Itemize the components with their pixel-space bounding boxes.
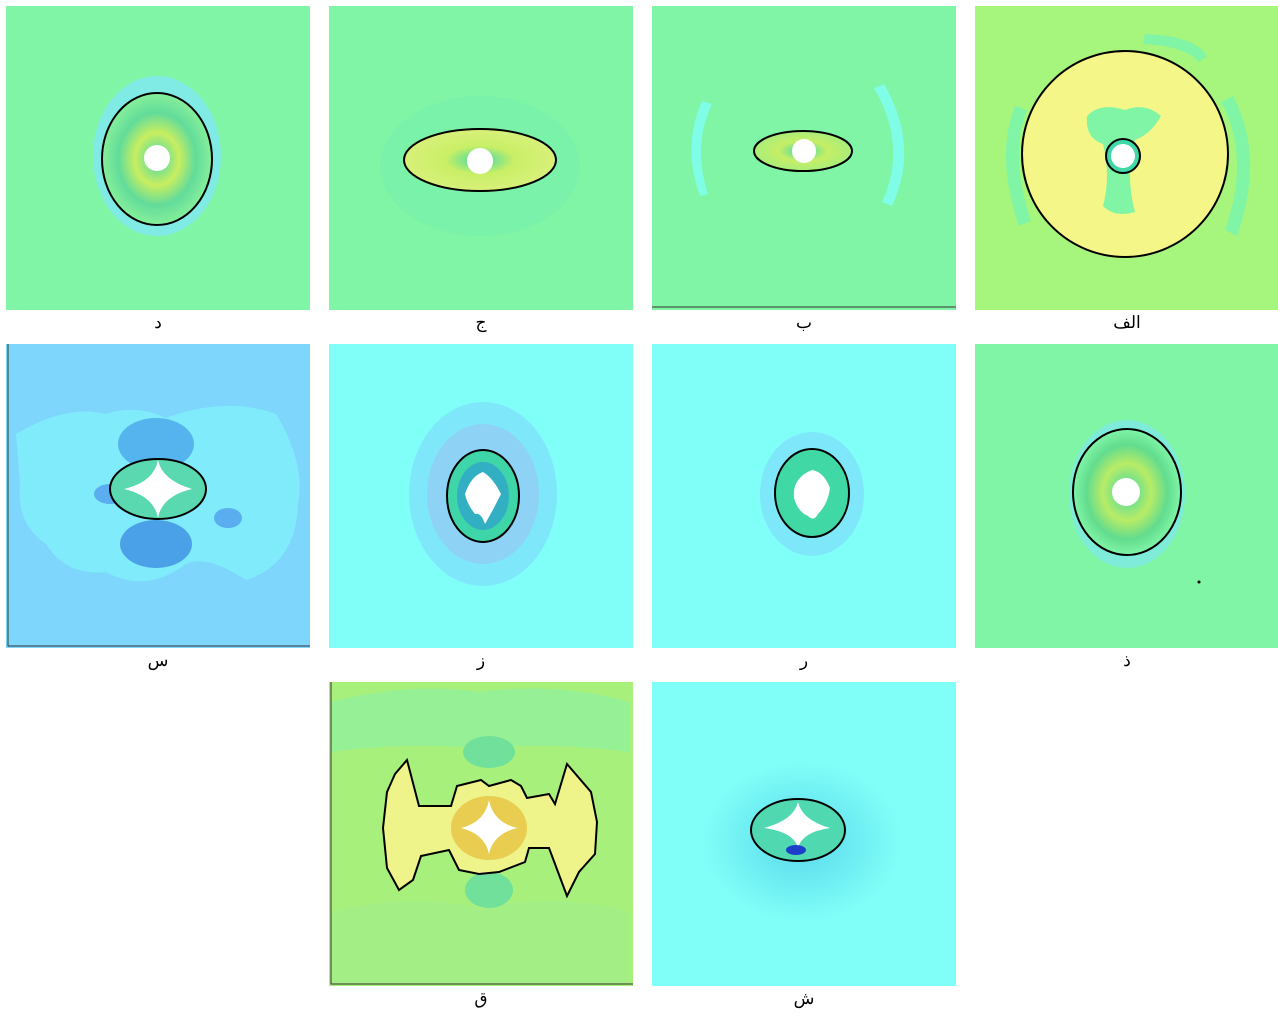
- panel-jim: [329, 6, 633, 310]
- hole: [124, 460, 192, 518]
- contour-plot-qaf: [329, 682, 633, 986]
- side-lobe-left: [691, 101, 712, 196]
- frame-edge: [330, 682, 633, 985]
- contour-plot-jim: [329, 6, 633, 310]
- zone-boundary: [753, 130, 853, 172]
- side-lobe-left: [1005, 106, 1031, 226]
- right-spot: [214, 508, 242, 528]
- panel-be: [652, 6, 956, 310]
- upper-low-lobe: [118, 418, 194, 470]
- caption-re: ر: [799, 651, 809, 671]
- contour-plot-alef: [975, 6, 1278, 310]
- caption-alef: الف: [1113, 313, 1141, 333]
- caption-ze: ز: [476, 651, 486, 671]
- side-lobe-right: [874, 84, 905, 206]
- panel-sin: [6, 344, 310, 648]
- hole: [764, 802, 830, 848]
- frame-edge: [7, 344, 310, 647]
- side-lobe-right: [1221, 96, 1251, 236]
- hole: [461, 800, 517, 854]
- upper-spot: [463, 736, 515, 768]
- caption-dal: د: [154, 313, 162, 333]
- lower-band: [331, 900, 629, 984]
- zone-boundary: [446, 449, 520, 543]
- zone-boundary: [109, 458, 207, 520]
- zone-boundary: [403, 128, 557, 192]
- panel-shin: [652, 682, 956, 986]
- panel-ze: [329, 344, 633, 648]
- upper-lobe: [1143, 34, 1207, 62]
- caption-sin: س: [147, 651, 169, 671]
- caption-be: ب: [795, 313, 812, 333]
- contour-plot-shin: [652, 682, 956, 986]
- zone-boundary-inner: [1105, 138, 1141, 174]
- contour-plot-dal: [6, 6, 310, 310]
- lower-spot: [465, 872, 513, 908]
- lower-low-lobe: [120, 520, 192, 568]
- zone-boundary: [101, 92, 213, 226]
- hole: [1112, 478, 1140, 506]
- caption-jim: ج: [475, 313, 487, 333]
- panel-re: [652, 344, 956, 648]
- marker-dot: [1197, 580, 1201, 584]
- zone-boundary-outer: [1021, 50, 1229, 258]
- contour-plot-be: [652, 6, 956, 310]
- upper-band: [331, 688, 629, 752]
- zone-boundary: [381, 757, 599, 899]
- panel-zal: [975, 344, 1278, 648]
- hole: [144, 145, 170, 171]
- caption-qaf: ق: [474, 989, 488, 1009]
- hole: [1111, 144, 1135, 168]
- hole: [465, 472, 501, 524]
- zone-boundary: [750, 798, 846, 862]
- contour-plot-re: [652, 344, 956, 648]
- hole: [793, 470, 830, 519]
- zone-boundary: [774, 448, 850, 538]
- contour-plot-zal: [975, 344, 1278, 648]
- low-spot: [786, 845, 806, 855]
- caption-shin: ش: [793, 989, 815, 1009]
- contour-plot-sin: [6, 344, 310, 648]
- caption-zal: ذ: [1123, 651, 1131, 671]
- hole: [792, 139, 816, 163]
- zone-boundary: [1072, 428, 1182, 556]
- panel-dal: [6, 6, 310, 310]
- contour-plot-ze: [329, 344, 633, 648]
- panel-alef: [975, 6, 1278, 310]
- panel-qaf: [329, 682, 633, 986]
- hole: [467, 148, 493, 174]
